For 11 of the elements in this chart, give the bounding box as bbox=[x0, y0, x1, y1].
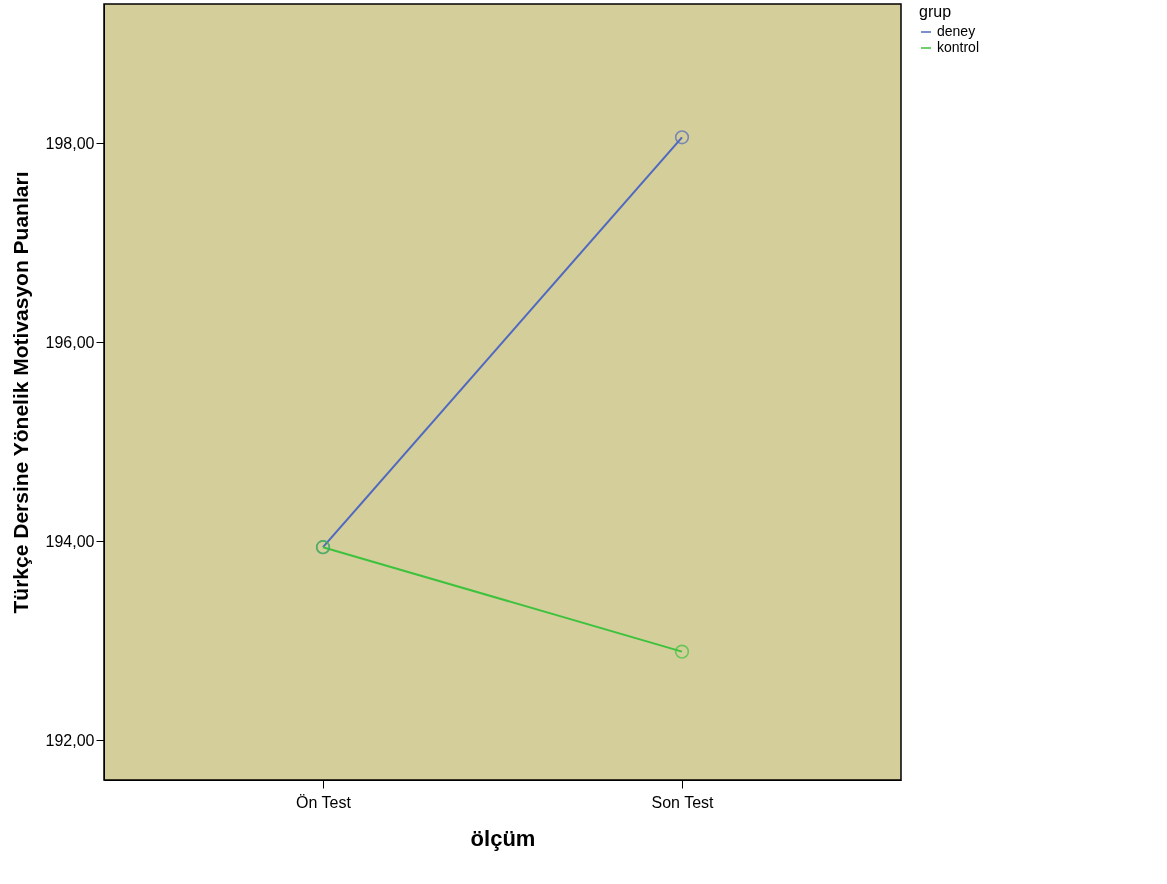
y-tick-label: 192,00 bbox=[45, 731, 95, 749]
legend-title: grup bbox=[919, 3, 952, 20]
y-tick-label: 198,00 bbox=[45, 134, 95, 152]
x-tick-label: Ön Test bbox=[296, 793, 352, 811]
legend-label: kontrol bbox=[937, 39, 980, 55]
x-axis-title: ölçüm bbox=[470, 825, 536, 851]
x-tick-label: Son Test bbox=[651, 793, 715, 811]
y-tick-label: 196,00 bbox=[45, 333, 95, 351]
legend-label: deney bbox=[937, 23, 976, 39]
y-axis-title: Türkçe Dersine Yönelik Motivasyon Puanları bbox=[8, 171, 32, 614]
y-tick-label: 194,00 bbox=[45, 532, 95, 550]
